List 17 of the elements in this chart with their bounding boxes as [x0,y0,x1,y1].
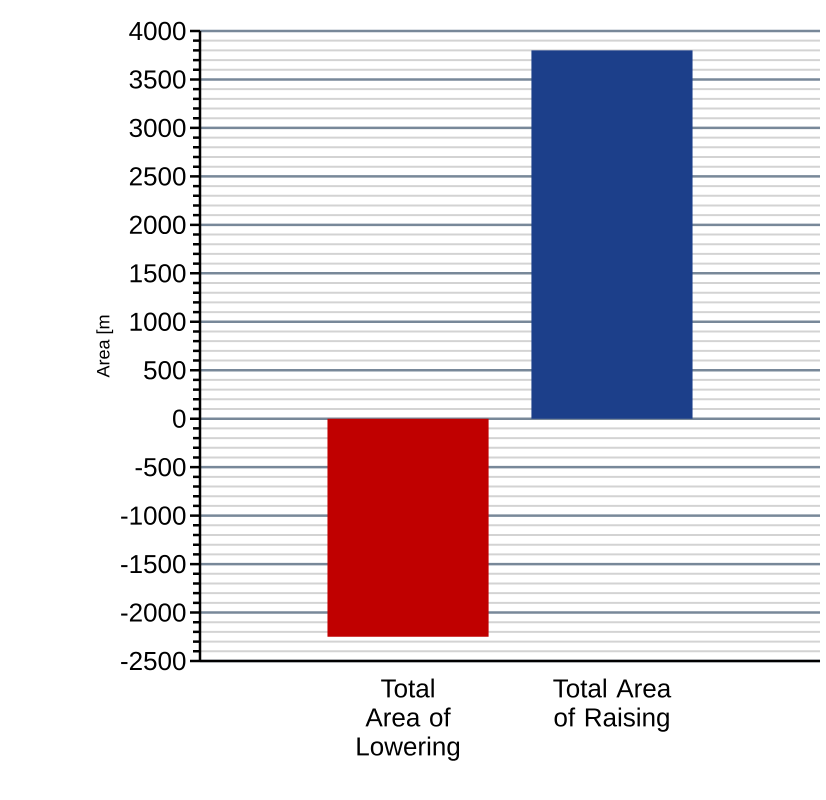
x-tick-label: Total Area of Lowering [357,678,460,761]
y-tick-label: -500 [136,458,186,476]
y-tick-label: -2000 [121,603,186,622]
y-tick-label: 3500 [130,70,186,89]
y-tick-label: 2500 [130,167,186,186]
y-tick-label: 1500 [130,264,186,283]
y-tick-label: -1000 [121,506,186,525]
y-tick-label: 1000 [130,312,186,331]
y-axis-title: Area [m [96,316,114,378]
y-tick-label: 4000 [129,22,186,40]
y-tick-label: -1500 [121,554,186,574]
y-tick-label: 500 [144,361,186,380]
y-tick-label: 3000 [130,118,186,138]
x-tick-label: Total Area of Raising [553,678,672,732]
y-tick-label: -2500 [121,652,186,670]
y-tick-label: 0 [173,409,186,428]
y-tick-label: 2000 [130,216,186,234]
